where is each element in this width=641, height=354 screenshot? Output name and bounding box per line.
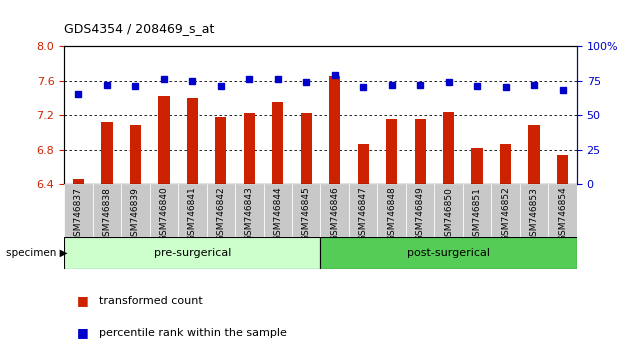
Text: GSM746848: GSM746848 <box>387 187 396 241</box>
Text: GSM746852: GSM746852 <box>501 187 510 241</box>
FancyBboxPatch shape <box>435 184 463 237</box>
FancyBboxPatch shape <box>549 184 577 237</box>
Text: GSM746844: GSM746844 <box>273 187 282 241</box>
Bar <box>329 76 340 184</box>
FancyBboxPatch shape <box>149 184 178 237</box>
FancyBboxPatch shape <box>64 237 321 269</box>
Bar <box>72 179 84 184</box>
Text: GDS4354 / 208469_s_at: GDS4354 / 208469_s_at <box>64 22 215 35</box>
Text: GSM746838: GSM746838 <box>103 187 112 242</box>
Bar <box>187 98 198 184</box>
FancyBboxPatch shape <box>235 184 263 237</box>
FancyBboxPatch shape <box>64 184 92 237</box>
FancyBboxPatch shape <box>292 184 320 237</box>
Text: GSM746849: GSM746849 <box>416 187 425 241</box>
FancyBboxPatch shape <box>349 184 378 237</box>
Bar <box>272 102 283 184</box>
FancyBboxPatch shape <box>378 184 406 237</box>
Text: percentile rank within the sample: percentile rank within the sample <box>99 328 287 338</box>
Bar <box>500 143 512 184</box>
FancyBboxPatch shape <box>320 237 577 269</box>
Text: GSM746841: GSM746841 <box>188 187 197 241</box>
Text: GSM746839: GSM746839 <box>131 187 140 242</box>
Bar <box>358 144 369 184</box>
Text: pre-surgerical: pre-surgerical <box>154 248 231 258</box>
FancyBboxPatch shape <box>206 184 235 237</box>
Text: ■: ■ <box>77 295 88 307</box>
Text: GSM746851: GSM746851 <box>472 187 481 242</box>
Bar <box>244 113 255 184</box>
Text: GSM746847: GSM746847 <box>359 187 368 241</box>
Text: GSM746853: GSM746853 <box>529 187 538 242</box>
Text: GSM746840: GSM746840 <box>160 187 169 241</box>
Bar <box>472 148 483 184</box>
Bar <box>101 122 113 184</box>
Text: GSM746845: GSM746845 <box>302 187 311 241</box>
Text: GSM746850: GSM746850 <box>444 187 453 242</box>
FancyBboxPatch shape <box>178 184 206 237</box>
Text: GSM746843: GSM746843 <box>245 187 254 241</box>
Text: GSM746854: GSM746854 <box>558 187 567 241</box>
Bar <box>158 96 169 184</box>
Text: GSM746846: GSM746846 <box>330 187 339 241</box>
FancyBboxPatch shape <box>463 184 492 237</box>
FancyBboxPatch shape <box>320 184 349 237</box>
Bar <box>557 155 569 184</box>
FancyBboxPatch shape <box>121 184 149 237</box>
FancyBboxPatch shape <box>263 184 292 237</box>
Bar <box>301 113 312 184</box>
Text: ■: ■ <box>77 326 88 339</box>
Bar <box>215 117 226 184</box>
FancyBboxPatch shape <box>492 184 520 237</box>
Bar <box>528 125 540 184</box>
Text: GSM746842: GSM746842 <box>216 187 225 241</box>
Bar <box>415 119 426 184</box>
FancyBboxPatch shape <box>406 184 435 237</box>
Bar <box>386 119 397 184</box>
Bar <box>443 113 454 184</box>
Bar <box>129 125 141 184</box>
Text: transformed count: transformed count <box>99 296 203 306</box>
FancyBboxPatch shape <box>92 184 121 237</box>
FancyBboxPatch shape <box>520 184 549 237</box>
Text: GSM746837: GSM746837 <box>74 187 83 242</box>
Text: post-surgerical: post-surgerical <box>407 248 490 258</box>
Text: specimen ▶: specimen ▶ <box>6 248 68 258</box>
